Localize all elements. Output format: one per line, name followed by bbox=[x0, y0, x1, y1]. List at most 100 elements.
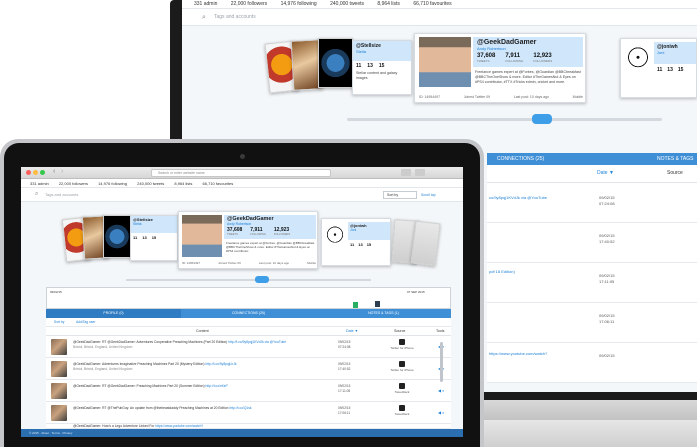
tweet-content: @GeekDadGamer: Adventures Imaginative Pr… bbox=[73, 362, 298, 371]
stat-admin[interactable]: 331 admin bbox=[30, 181, 49, 186]
search-icon[interactable]: ⌕ bbox=[442, 344, 446, 349]
stat-tweets[interactable]: 240,000 tweets bbox=[137, 181, 165, 186]
stat-followers[interactable]: 22,000 followers bbox=[58, 181, 88, 186]
timeline-slider-track[interactable] bbox=[126, 279, 371, 281]
tweet-link[interactable]: https://www.youtube.com/watch? bbox=[155, 424, 204, 428]
stat-following[interactable]: 14,976 following bbox=[98, 181, 127, 186]
account-stats-bar: 331 admin 22,000 followers 14,976 follow… bbox=[182, 0, 697, 9]
tweet-text: @GeekDadGamer: Adventures Imaginative Pr… bbox=[73, 362, 206, 366]
date-column-header[interactable]: Date ▼ bbox=[346, 329, 359, 333]
stat-tweets[interactable]: 240,000 tweets bbox=[330, 1, 365, 7]
search-icon[interactable]: ⌕ bbox=[442, 410, 446, 415]
stat-following[interactable]: 14,976 following bbox=[280, 1, 317, 7]
stat-followers[interactable]: 22,000 followers bbox=[230, 1, 268, 7]
tab-notes[interactable]: NOTES & TAGS (1) bbox=[657, 156, 694, 174]
tab-connections[interactable]: CONNECTIONS (25) bbox=[497, 156, 545, 162]
tweet-link[interactable]: http://t.co/Q1sk bbox=[229, 406, 252, 410]
avatar bbox=[51, 405, 67, 421]
back-arrow-icon[interactable]: ‹ bbox=[53, 168, 56, 175]
table-row[interactable]: @GeekDadGamer: Adventures Imaginative Pr… bbox=[46, 358, 451, 380]
stat-lists[interactable]: 8,964 lists bbox=[377, 1, 400, 7]
stat-admin[interactable]: 331 admin bbox=[194, 1, 218, 7]
stat-block: 7,911 FOLLOWING bbox=[250, 227, 266, 236]
profile-card-left[interactable]: @Stellsize Stella 11 13 15 Stellar conte… bbox=[352, 40, 412, 95]
tweet-source: Twitter for iPhone bbox=[390, 339, 414, 350]
tweetdeck-icon bbox=[399, 405, 405, 411]
featured-handle: @GeekDadGamer bbox=[227, 216, 274, 222]
tweet-link[interactable]: pdf 18 Edition) bbox=[489, 269, 515, 274]
add-tag-link[interactable]: Add/Tag user bbox=[76, 320, 96, 324]
profile-card-thumbnail[interactable] bbox=[318, 38, 353, 88]
featured-name: Andy Robertson bbox=[477, 46, 506, 51]
profile-card-right[interactable]: @joniwh Joni 11 13 15 bbox=[620, 38, 697, 98]
tweet-source: TweetDeck bbox=[390, 383, 414, 394]
search-input[interactable]: ⌕ Tags and accounts bbox=[33, 191, 193, 199]
tweet-date: 09/02/15 07:24:08 bbox=[599, 195, 615, 206]
timeline-slider-thumb[interactable] bbox=[532, 114, 552, 124]
tweet-text: @GeekDadGamer: RT @GeekDadGamer: Adventu… bbox=[73, 340, 229, 344]
card-header: @Stellsize Stella bbox=[353, 41, 411, 61]
stat-label: FOLLOWERS bbox=[533, 59, 553, 63]
profile-card-right[interactable]: @joniwh Joni 11 13 15 bbox=[321, 218, 391, 266]
address-bar[interactable]: Search or enter website name bbox=[151, 169, 331, 177]
date-column-header[interactable]: Date ▼ bbox=[597, 170, 614, 176]
row-tools[interactable]: ◀⌕ bbox=[438, 410, 445, 415]
forward-arrow-icon[interactable]: › bbox=[61, 168, 64, 175]
timeline-slider-thumb[interactable] bbox=[255, 276, 269, 283]
tab-profile[interactable]: PROFILE (0) bbox=[46, 309, 181, 318]
page-footer: © 2015 · About · Terms · Privacy bbox=[21, 429, 463, 437]
search-input[interactable]: ⌕ Tags and accounts bbox=[200, 12, 390, 23]
tweet-text: @GeekDadGamer: How's a Lego Adventure Li… bbox=[73, 424, 156, 428]
reply-icon[interactable]: ◀ bbox=[438, 366, 442, 371]
timeline-slider-track[interactable] bbox=[347, 118, 662, 121]
profile-card-left[interactable]: @Stellsize Stella 11 13 15 bbox=[130, 215, 178, 261]
source-label: Twitter for iPhone bbox=[390, 346, 414, 350]
table-row[interactable]: @GeekDadGamer: How's a Lego Adventure Li… bbox=[46, 424, 451, 429]
profile-card-thumbnail[interactable] bbox=[410, 220, 441, 267]
tab-connections[interactable]: CONNECTIONS (25) bbox=[231, 311, 266, 315]
tweet-link[interactable]: https://www.youtube.com/watch? bbox=[489, 351, 548, 356]
table-row[interactable]: pdf 18 Edition) 09/02/15 17:11:05 bbox=[487, 263, 697, 303]
reply-icon[interactable]: ◀ bbox=[438, 344, 442, 349]
stat-lists[interactable]: 8,964 lists bbox=[174, 181, 193, 186]
reply-icon[interactable]: ◀ bbox=[438, 410, 443, 415]
search-icon[interactable]: ⌕ bbox=[442, 366, 446, 371]
filter-sort-link[interactable]: Sort by bbox=[54, 320, 65, 324]
maximize-window-button[interactable] bbox=[40, 170, 45, 175]
row-tools[interactable]: ◀⌕ bbox=[438, 388, 445, 393]
table-row[interactable]: co/9y8pqj1KVdJk via @YouTube 09/02/15 07… bbox=[487, 183, 697, 223]
row-tools[interactable]: ◀⌕ bbox=[438, 344, 445, 349]
table-row[interactable]: @GeekDadGamer: RT @ThePubGuy: An update … bbox=[46, 402, 451, 424]
row-tools[interactable]: ◀⌕ bbox=[438, 366, 445, 371]
tweet-link[interactable]: co/9y8pqj1KVdJk via @YouTube bbox=[489, 195, 548, 200]
tab-notes[interactable]: NOTES & TAGS (1) bbox=[368, 311, 399, 315]
card-name: Stella bbox=[133, 222, 142, 226]
share-icon[interactable] bbox=[401, 169, 411, 176]
tweet-link[interactable]: http://t.co/9y8pqj1KVdJk via @YouTube bbox=[228, 340, 287, 344]
tabs-icon[interactable] bbox=[415, 169, 425, 176]
stat-favourites[interactable]: 66,710 favourites bbox=[413, 1, 452, 7]
table-row[interactable]: 09/02/15 17:40:52 bbox=[487, 223, 697, 263]
stat-favourites[interactable]: 66,710 favourites bbox=[202, 181, 234, 186]
close-window-button[interactable] bbox=[26, 170, 31, 175]
table-row[interactable]: https://www.youtube.com/watch? 09/02/15 bbox=[487, 343, 697, 383]
scroll-top-link[interactable]: Scroll top bbox=[421, 193, 436, 197]
minimize-window-button[interactable] bbox=[33, 170, 38, 175]
tweetdeck-icon bbox=[399, 383, 405, 389]
profile-card-thumbnail[interactable] bbox=[103, 215, 131, 258]
table-scrollbar[interactable] bbox=[440, 342, 443, 382]
tweet-link[interactable]: http://t.co/xKsP bbox=[205, 384, 228, 388]
search-icon[interactable]: ⌕ bbox=[442, 388, 446, 393]
stat-value: 12,923 bbox=[273, 227, 290, 233]
table-row[interactable]: @GeekDadGamer: RT @GeekDadGamer: Preachi… bbox=[46, 380, 451, 402]
reply-icon[interactable]: ◀ bbox=[438, 388, 443, 393]
tweet-link[interactable]: http://t.co/9y8pqjLhJk bbox=[205, 362, 237, 366]
avatar bbox=[51, 361, 67, 377]
stat-block: 12,923 FOLLOWERS bbox=[274, 227, 290, 236]
featured-profile-card[interactable]: @GeekDadGamer Andy Robertson 37,608 TWEET… bbox=[414, 33, 586, 103]
sort-select[interactable]: Sort by bbox=[383, 191, 417, 199]
table-row[interactable]: 09/02/15 17:06:11 bbox=[487, 303, 697, 343]
table-row[interactable]: @GeekDadGamer: RT @GeekDadGamer: Adventu… bbox=[46, 336, 451, 358]
featured-profile-card[interactable]: @GeekDadGamer Andy Robertson 37,608 TWEET… bbox=[178, 211, 318, 269]
activity-timeline[interactable]: 09/02/15 07 SEP 2015 bbox=[46, 287, 451, 309]
